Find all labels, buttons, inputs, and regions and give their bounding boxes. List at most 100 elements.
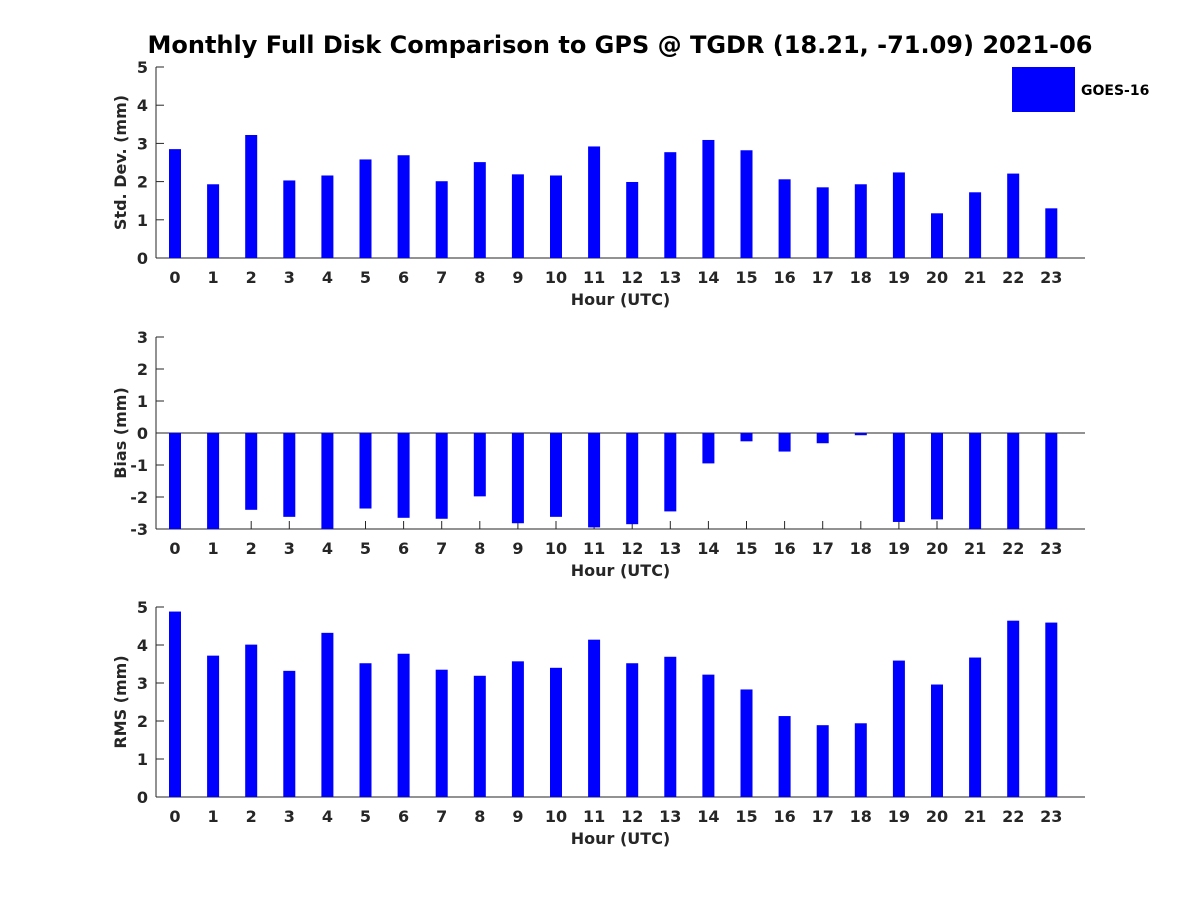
bar-std-15 xyxy=(740,150,753,258)
bar-std-17 xyxy=(816,187,829,258)
x-tick-label-bias-19: 19 xyxy=(888,539,910,558)
y-tick-label-rms-0: 0 xyxy=(137,788,148,807)
y-tick-label-rms-4: 4 xyxy=(137,636,148,655)
x-tick-label-std-15: 15 xyxy=(735,268,757,287)
bar-bias-6 xyxy=(397,433,410,518)
bar-bias-13 xyxy=(664,433,677,512)
x-tick-label-rms-16: 16 xyxy=(773,807,795,826)
x-tick-label-std-23: 23 xyxy=(1040,268,1062,287)
bar-std-20 xyxy=(931,213,943,258)
bar-std-5 xyxy=(359,159,372,258)
x-tick-label-bias-17: 17 xyxy=(812,539,834,558)
x-tick-label-rms-9: 9 xyxy=(512,807,523,826)
x-tick-label-std-22: 22 xyxy=(1002,268,1024,287)
bar-std-11 xyxy=(588,146,601,258)
y-axis-label-rms: RMS (mm) xyxy=(111,655,130,748)
bar-std-22 xyxy=(1007,173,1020,258)
bar-bias-2 xyxy=(245,433,258,510)
x-tick-label-rms-12: 12 xyxy=(621,807,643,826)
x-tick-label-std-16: 16 xyxy=(773,268,795,287)
bar-rms-15 xyxy=(740,689,753,797)
bar-rms-11 xyxy=(588,639,601,797)
x-tick-label-std-1: 1 xyxy=(208,268,219,287)
bar-bias-12 xyxy=(626,433,639,525)
x-tick-label-rms-1: 1 xyxy=(208,807,219,826)
bar-std-4 xyxy=(321,175,334,258)
bar-bias-15 xyxy=(740,433,753,442)
x-tick-label-bias-1: 1 xyxy=(208,539,219,558)
bar-std-2 xyxy=(245,134,258,258)
x-tick-label-bias-22: 22 xyxy=(1002,539,1024,558)
y-tick-label-rms-2: 2 xyxy=(137,712,148,731)
x-tick-label-std-6: 6 xyxy=(398,268,409,287)
bar-bias-11 xyxy=(588,433,601,528)
x-tick-label-rms-17: 17 xyxy=(812,807,834,826)
x-axis-label-std: Hour (UTC) xyxy=(571,290,671,309)
bar-bias-17 xyxy=(816,433,829,444)
x-tick-label-bias-13: 13 xyxy=(659,539,681,558)
x-tick-label-bias-18: 18 xyxy=(850,539,872,558)
y-tick-label-rms-5: 5 xyxy=(137,598,148,617)
y-tick-label-bias-1: -2 xyxy=(130,488,148,507)
bar-bias-0 xyxy=(169,433,181,529)
x-tick-label-std-0: 0 xyxy=(169,268,180,287)
bar-rms-5 xyxy=(359,663,372,797)
x-tick-label-rms-20: 20 xyxy=(926,807,948,826)
y-tick-label-std-1: 1 xyxy=(137,211,148,230)
y-tick-label-std-5: 5 xyxy=(137,58,148,77)
y-tick-label-std-3: 3 xyxy=(137,134,148,153)
y-tick-label-std-2: 2 xyxy=(137,173,148,192)
legend-label-goes-16: GOES-16 xyxy=(1081,83,1149,99)
bar-std-13 xyxy=(664,152,677,258)
x-tick-label-rms-19: 19 xyxy=(888,807,910,826)
y-axis-label-bias: Bias (mm) xyxy=(111,387,130,479)
bar-bias-7 xyxy=(435,433,448,519)
y-tick-label-bias-2: -1 xyxy=(130,456,148,475)
x-tick-label-bias-14: 14 xyxy=(697,539,719,558)
bar-std-3 xyxy=(283,180,296,258)
legend: GOES-16 xyxy=(1012,67,1149,112)
x-tick-label-rms-13: 13 xyxy=(659,807,681,826)
bar-std-18 xyxy=(854,184,867,258)
x-tick-label-rms-22: 22 xyxy=(1002,807,1024,826)
bar-rms-6 xyxy=(397,653,410,797)
y-tick-label-rms-1: 1 xyxy=(137,750,148,769)
bar-rms-14 xyxy=(702,674,715,797)
x-tick-label-bias-23: 23 xyxy=(1040,539,1062,558)
x-tick-label-bias-0: 0 xyxy=(169,539,180,558)
x-tick-label-rms-23: 23 xyxy=(1040,807,1062,826)
bar-rms-22 xyxy=(1007,620,1020,797)
x-tick-label-bias-10: 10 xyxy=(545,539,567,558)
bar-rms-10 xyxy=(550,667,562,797)
x-tick-label-bias-15: 15 xyxy=(735,539,757,558)
bar-rms-0 xyxy=(169,611,181,797)
bar-rms-8 xyxy=(473,675,486,797)
bar-std-6 xyxy=(397,155,410,258)
x-tick-label-std-13: 13 xyxy=(659,268,681,287)
x-tick-label-std-7: 7 xyxy=(436,268,447,287)
bar-bias-19 xyxy=(892,433,905,522)
bar-std-12 xyxy=(626,181,639,258)
x-tick-label-bias-21: 21 xyxy=(964,539,986,558)
x-tick-label-bias-2: 2 xyxy=(246,539,257,558)
x-tick-label-std-20: 20 xyxy=(926,268,948,287)
bar-bias-23 xyxy=(1045,433,1058,529)
bar-rms-20 xyxy=(931,684,943,797)
bar-bias-5 xyxy=(359,433,372,509)
bar-std-9 xyxy=(511,174,524,258)
x-tick-label-rms-3: 3 xyxy=(284,807,295,826)
bar-bias-3 xyxy=(283,433,296,517)
x-tick-label-rms-2: 2 xyxy=(246,807,257,826)
x-tick-label-std-11: 11 xyxy=(583,268,605,287)
bar-bias-22 xyxy=(1007,433,1020,529)
bar-std-19 xyxy=(892,172,905,258)
x-tick-label-std-2: 2 xyxy=(246,268,257,287)
bar-std-7 xyxy=(435,181,448,258)
bar-std-8 xyxy=(473,162,486,258)
x-tick-label-bias-4: 4 xyxy=(322,539,333,558)
x-tick-label-std-21: 21 xyxy=(964,268,986,287)
